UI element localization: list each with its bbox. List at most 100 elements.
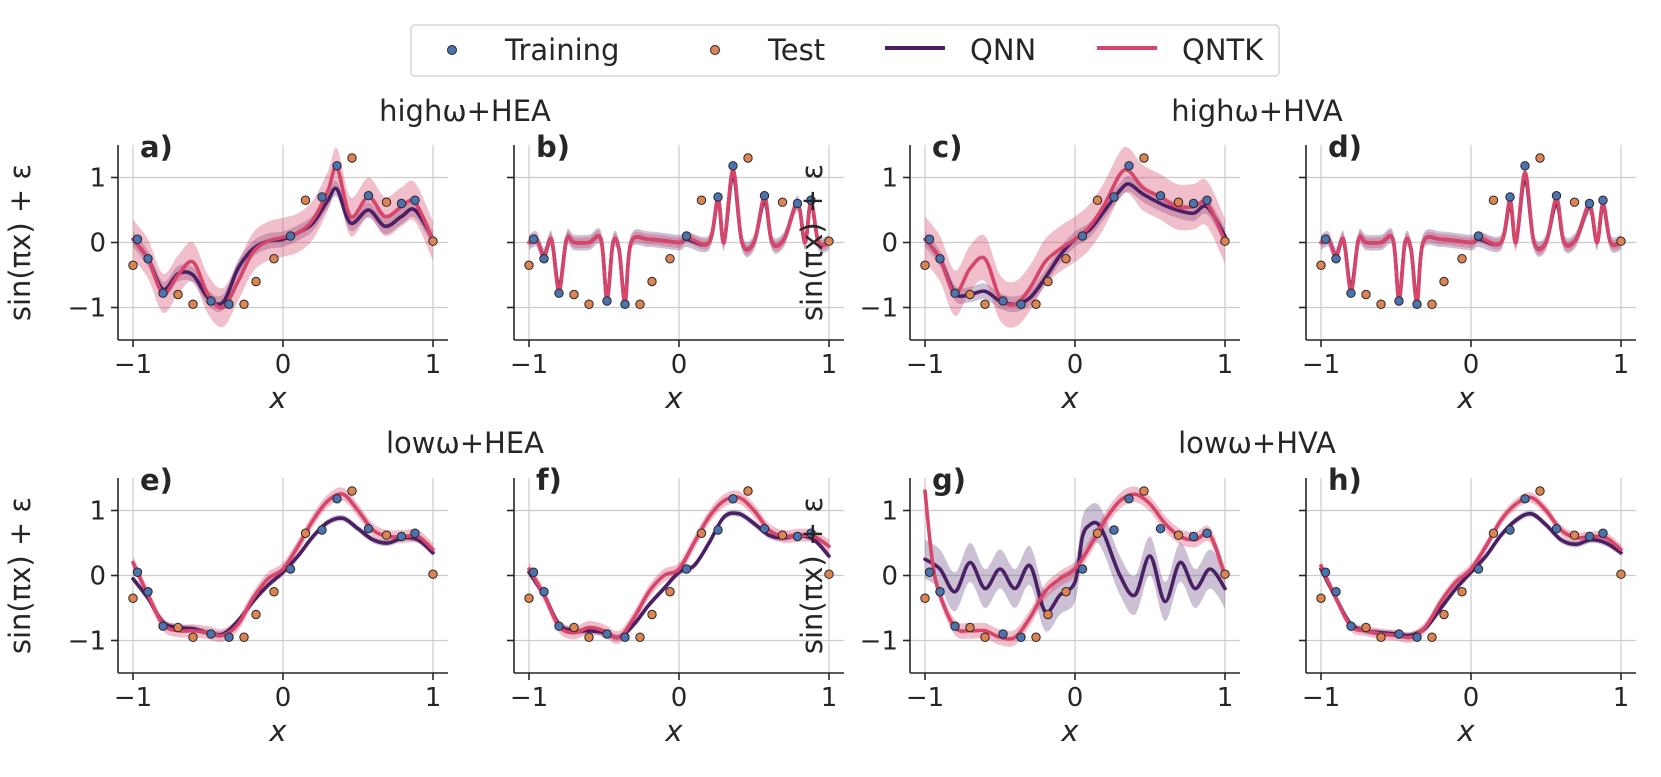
x-tick-label: −1 [1302, 350, 1340, 380]
y-tick-label: 1 [89, 497, 106, 527]
training-point [924, 567, 935, 577]
x-axis-label: x [664, 381, 683, 415]
test-point [524, 260, 534, 270]
y-tick-label: 0 [89, 229, 106, 259]
training-point [950, 621, 960, 631]
training-point [1584, 531, 1595, 542]
x-axis-label: x [268, 714, 287, 748]
training-point [1584, 198, 1595, 209]
test-point [569, 289, 579, 300]
training-point [285, 564, 296, 574]
training-point [602, 296, 612, 306]
test-point [1092, 528, 1103, 538]
training-point [132, 567, 143, 577]
test-point [665, 254, 675, 264]
training-point [224, 299, 234, 309]
training-point [1331, 254, 1341, 264]
x-axis-label: x [1060, 714, 1079, 748]
qnn-band [529, 509, 829, 641]
training-point [1202, 195, 1212, 205]
qntk-band [1321, 167, 1621, 309]
training-point [1598, 195, 1608, 205]
training-point [713, 192, 723, 202]
test-point [1616, 569, 1626, 579]
x-tick-label: 1 [425, 683, 442, 713]
test-point [381, 197, 392, 207]
training-point [924, 234, 935, 244]
test-point [1569, 197, 1580, 207]
training-point [396, 198, 407, 209]
training-point [759, 524, 770, 534]
training-point [317, 525, 327, 535]
training-point [332, 494, 342, 504]
test-point [428, 569, 438, 579]
panel-label: d) [1328, 130, 1362, 164]
training-point [1331, 587, 1341, 597]
qntk-line [923, 167, 1227, 307]
training-point [317, 192, 327, 202]
panel-e: −1 0 1 −1 0 1 x sin(πx) + ε e) [3, 463, 448, 748]
training-point [1412, 299, 1422, 309]
test-point [251, 609, 261, 620]
training-point [728, 494, 738, 504]
test-point [1439, 609, 1449, 620]
panel-label: e) [140, 463, 173, 497]
y-axis-label: sin(πx) + ε [3, 164, 37, 321]
legend-qntk-label: QNTK [1182, 33, 1264, 67]
test-point [1316, 260, 1326, 270]
panel-a: −1 0 1 −1 0 1 x sin(πx) + ε a) [3, 130, 448, 415]
x-tick-label: −1 [114, 683, 152, 713]
test-point [824, 569, 834, 579]
y-tick-label: −1 [860, 294, 898, 324]
training-point [1551, 191, 1562, 201]
y-tick-label: −1 [860, 627, 898, 657]
x-tick-label: 0 [275, 350, 292, 380]
training-point [620, 632, 630, 642]
panel-label: a) [140, 130, 173, 164]
y-axis-label: sin(πx) + ε [795, 164, 829, 321]
test-point [1173, 197, 1184, 207]
test-point [1061, 254, 1071, 264]
training-point [1505, 525, 1515, 535]
test-point [1457, 587, 1467, 597]
training-point [206, 296, 216, 306]
training-point [539, 254, 549, 264]
y-tick-label: 1 [89, 164, 106, 194]
training-point [1188, 198, 1199, 209]
training-point [285, 231, 296, 241]
training-point [1016, 632, 1026, 642]
test-point [777, 530, 788, 540]
test-point [1092, 195, 1103, 205]
training-point [410, 528, 420, 538]
test-point [647, 276, 657, 287]
y-tick-label: −1 [68, 627, 106, 657]
qntk-band [925, 483, 1225, 647]
training-point [602, 629, 612, 639]
test-point [381, 530, 392, 540]
training-point [1473, 564, 1484, 574]
training-point [1109, 525, 1119, 535]
training-point [143, 254, 153, 264]
test-point [1535, 486, 1545, 496]
test-point [696, 528, 707, 538]
y-tick-label: 1 [881, 164, 898, 194]
training-point [1155, 524, 1166, 534]
training-point [1016, 299, 1026, 309]
training-point [1202, 528, 1212, 538]
y-axis-label: sin(πx) + ε [795, 497, 829, 654]
y-tick-label: 0 [881, 229, 898, 259]
x-tick-label: 1 [425, 350, 442, 380]
x-axis-label: x [664, 714, 683, 748]
training-point [935, 587, 945, 597]
test-point [188, 299, 198, 309]
qntk-line [1319, 170, 1623, 305]
training-point [792, 198, 803, 209]
x-tick-label: 1 [1217, 350, 1234, 380]
x-axis-label: x [1456, 714, 1475, 748]
training-point [998, 629, 1008, 639]
training-point [1520, 161, 1530, 171]
test-point [1361, 289, 1371, 300]
test-point [251, 276, 261, 287]
x-tick-label: −1 [114, 350, 152, 380]
test-point [269, 254, 279, 264]
